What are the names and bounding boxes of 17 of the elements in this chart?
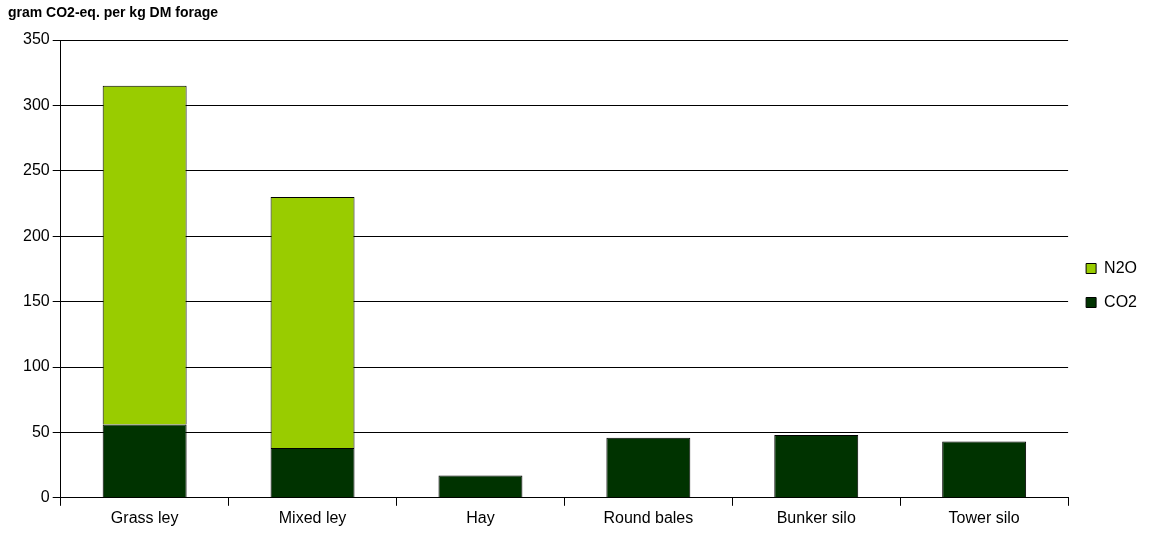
x-tick-label: Grass ley: [110, 508, 179, 526]
x-tick-label: Tower silo: [948, 508, 1020, 526]
y-tick-label: 150: [22, 292, 50, 310]
y-tick-label: 100: [22, 357, 50, 375]
x-tick-label: Mixed ley: [278, 508, 347, 526]
x-tick-label: Round bales: [603, 508, 694, 526]
y-tick-label: 0: [40, 488, 50, 506]
x-tick-label: Bunker silo: [776, 508, 856, 526]
y-axis-title: gram CO2-eq. per kg DM forage: [8, 4, 219, 20]
legend-label: N2O: [1104, 258, 1138, 276]
x-tick-label: Hay: [466, 508, 495, 526]
y-tick-label: 200: [22, 226, 50, 244]
legend-label: CO2: [1104, 292, 1138, 310]
y-tick-label: 250: [22, 161, 50, 179]
y-tick-label: 50: [31, 422, 50, 440]
y-tick-label: 300: [22, 95, 50, 113]
y-tick-label: 350: [22, 30, 50, 48]
